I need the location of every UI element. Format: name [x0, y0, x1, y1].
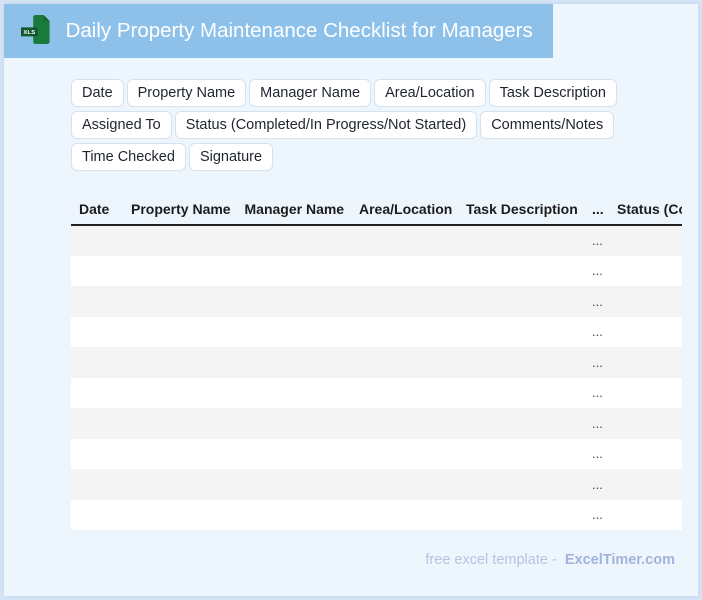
svg-text:XLS: XLS [23, 30, 35, 36]
